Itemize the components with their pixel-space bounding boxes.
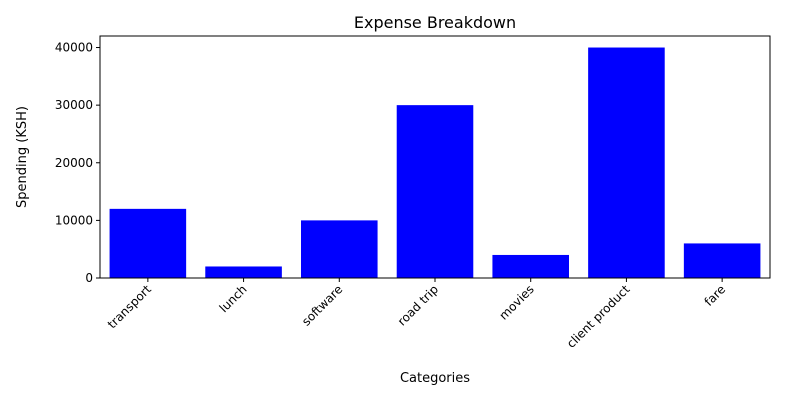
x-tick-label: movies xyxy=(496,282,536,322)
x-tick-label: transport xyxy=(105,282,154,331)
y-tick-label: 10000 xyxy=(55,213,93,227)
bar-fare xyxy=(683,243,761,278)
bar-lunch xyxy=(205,266,282,278)
x-tick-label: client product xyxy=(564,282,633,351)
y-tick-label: 30000 xyxy=(55,98,93,112)
y-axis-label: Spending (KSH) xyxy=(15,106,30,208)
chart-title: Expense Breakdown xyxy=(354,13,516,32)
bar-road-trip xyxy=(396,105,474,279)
y-tick-label: 0 xyxy=(85,271,93,285)
x-tick-label: software xyxy=(299,282,345,328)
bar-client-product xyxy=(588,47,665,279)
plot-frame xyxy=(99,35,771,279)
bar-transport xyxy=(109,208,187,278)
y-tick-label: 40000 xyxy=(55,41,93,55)
x-tick-label: lunch xyxy=(217,282,250,315)
y-tick-label: 20000 xyxy=(55,156,93,170)
y-axis-ticks: 0 10000 20000 30000 40000 xyxy=(55,41,100,285)
x-tick-label: fare xyxy=(702,282,729,309)
x-axis-label: Categories xyxy=(400,371,470,386)
bar-movies xyxy=(492,254,569,278)
bar-software xyxy=(301,220,378,278)
x-tick-label: road trip xyxy=(395,282,441,328)
x-axis-ticks: transport lunch software road trip movies cli… xyxy=(105,278,728,351)
bars-group xyxy=(109,47,761,279)
